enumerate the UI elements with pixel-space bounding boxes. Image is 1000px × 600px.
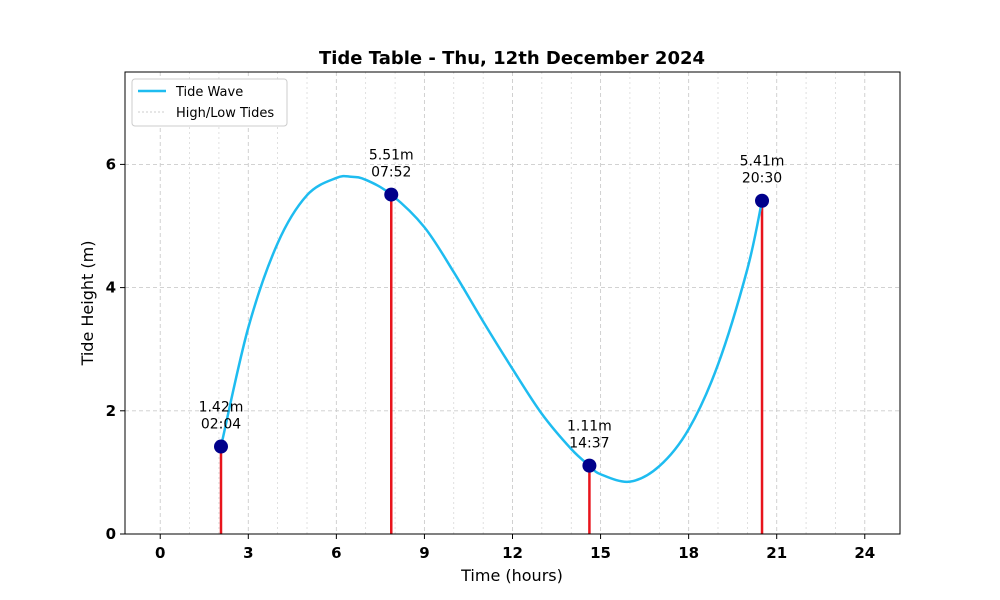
tide-marker [213, 439, 228, 454]
tide-time-label: 07:52 [371, 165, 411, 181]
x-tick-label: 12 [502, 544, 523, 562]
tide-height-label: 1.11m [567, 419, 612, 435]
y-tick-label: 2 [106, 402, 116, 420]
tide-markers [213, 187, 770, 473]
grid [125, 72, 900, 534]
tide-marker [582, 458, 597, 473]
tide-wave-line [219, 174, 764, 484]
x-tick-label: 21 [766, 544, 787, 562]
chart-title: Tide Table - Thu, 12th December 2024 [319, 48, 705, 69]
x-tick-label: 0 [155, 544, 165, 562]
tide-stems [219, 194, 764, 534]
tide-marker [755, 193, 770, 208]
y-axis-label: Tide Height (m) [78, 241, 97, 367]
x-tick-label: 9 [419, 544, 429, 562]
tide-height-label: 1.42m [199, 400, 244, 416]
y-tick-label: 0 [106, 525, 116, 543]
x-tick-label: 18 [678, 544, 699, 562]
tide-time-label: 02:04 [201, 417, 241, 433]
tide-height-label: 5.51m [369, 148, 414, 164]
x-tick-label: 15 [590, 544, 611, 562]
tide-marker [384, 187, 399, 202]
legend-box [131, 78, 288, 127]
legend-label-tide-wave: Tide Wave [175, 85, 243, 100]
y-tick-label: 4 [106, 279, 116, 297]
x-tick-label: 24 [854, 544, 875, 562]
tide-height-label: 5.41m [740, 154, 785, 170]
x-axis-label: Time (hours) [460, 566, 563, 585]
tide-time-label: 20:30 [742, 171, 782, 187]
tide-time-label: 14:37 [569, 436, 609, 452]
legend-label-high-low: High/Low Tides [176, 106, 274, 121]
y-tick-label: 6 [106, 155, 116, 173]
legend: Tide Wave High/Low Tides [131, 78, 288, 127]
x-tick-label: 3 [243, 544, 253, 562]
x-tick-label: 6 [331, 544, 341, 562]
